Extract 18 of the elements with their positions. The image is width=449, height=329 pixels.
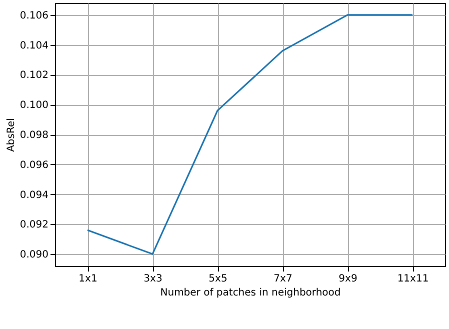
y-tick-label: 0.094	[20, 190, 48, 201]
y-tick-label: 0.098	[20, 130, 48, 141]
x-tick-label: 5x5	[208, 274, 228, 284]
x-axis-title: Number of patches in neighborhood	[160, 288, 341, 298]
x-tick-label: 3x3	[144, 274, 162, 284]
x-tick-label: 9x9	[338, 274, 358, 284]
y-tick-label: 0.092	[20, 220, 48, 231]
x-tick-label: 7x7	[274, 274, 292, 284]
y-axis-title: AbsRel	[6, 118, 17, 152]
y-tick-label: 0.102	[20, 70, 48, 82]
x-tick-label: 11x11	[397, 274, 429, 284]
y-tick-label: 0.100	[20, 100, 48, 112]
y-tick-label: 0.090	[20, 250, 48, 261]
x-tick-label: 1x1	[78, 274, 98, 284]
y-tick-label: 0.104	[20, 40, 48, 52]
y-tick-label: 0.096	[20, 160, 48, 171]
line-series	[86, 14, 414, 255]
y-tick-label: 0.106	[20, 10, 48, 22]
